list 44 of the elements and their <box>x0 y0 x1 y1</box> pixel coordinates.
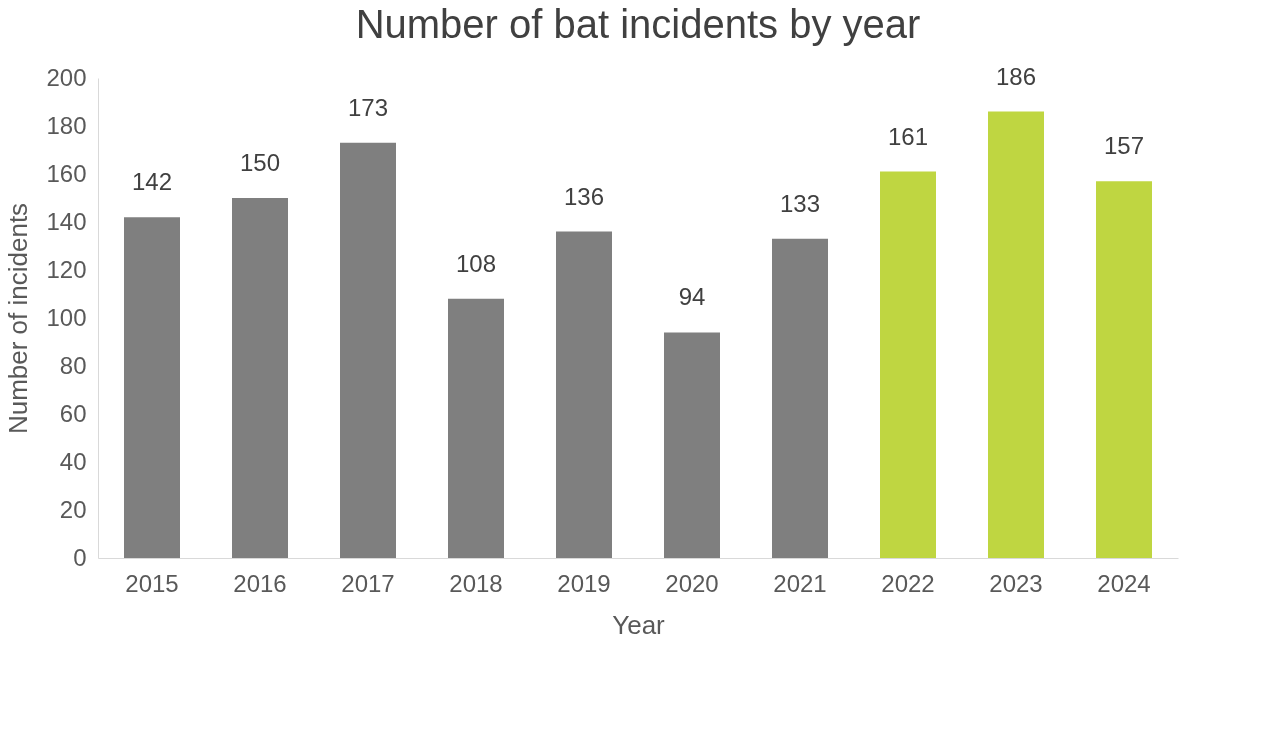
x-tick-label: 2017 <box>341 569 395 597</box>
x-tick-label: 2023 <box>989 569 1043 597</box>
data-label: 157 <box>1103 132 1145 160</box>
bar <box>448 298 504 558</box>
data-label: 133 <box>779 189 821 217</box>
data-label: 173 <box>347 93 389 121</box>
bar <box>232 198 288 558</box>
bar <box>1096 181 1152 558</box>
data-label: 136 <box>563 182 605 210</box>
y-tick-label: 0 <box>73 543 87 571</box>
y-tick-label: 180 <box>46 111 87 139</box>
x-tick-label: 2018 <box>449 569 503 597</box>
y-tick-label: 120 <box>46 255 87 283</box>
y-tick-label: 160 <box>46 159 87 187</box>
bar <box>556 231 612 558</box>
bar <box>664 332 720 558</box>
y-tick-label: 80 <box>59 351 87 379</box>
x-axis-title: Year <box>612 609 666 640</box>
x-tick-label: 2015 <box>125 569 179 597</box>
data-label: 150 <box>239 149 281 176</box>
y-tick-label: 140 <box>46 207 87 235</box>
chart-title: Number of bat incidents by year <box>355 1 921 46</box>
x-tick-label: 2016 <box>233 569 287 597</box>
data-label: 94 <box>678 283 706 311</box>
data-label: 186 <box>995 62 1037 90</box>
bar <box>340 142 396 558</box>
y-tick-label: 60 <box>59 399 87 427</box>
data-label: 108 <box>455 249 497 277</box>
y-tick-label: 20 <box>59 495 87 523</box>
x-tick-label: 2022 <box>881 569 935 597</box>
y-tick-label: 40 <box>59 447 87 475</box>
x-tick-label: 2020 <box>665 569 719 597</box>
y-tick-label: 100 <box>46 303 87 331</box>
data-label: 142 <box>131 168 173 196</box>
y-axis-title: Number of incidents <box>3 202 34 435</box>
x-tick-label: 2024 <box>1097 569 1151 597</box>
bar <box>124 217 180 558</box>
bar <box>772 238 828 558</box>
bar <box>880 171 936 558</box>
x-tick-label: 2019 <box>557 569 611 597</box>
data-label: 161 <box>887 122 929 150</box>
bar <box>988 111 1044 558</box>
x-tick-label: 2021 <box>773 569 827 597</box>
y-tick-label: 200 <box>46 63 87 91</box>
